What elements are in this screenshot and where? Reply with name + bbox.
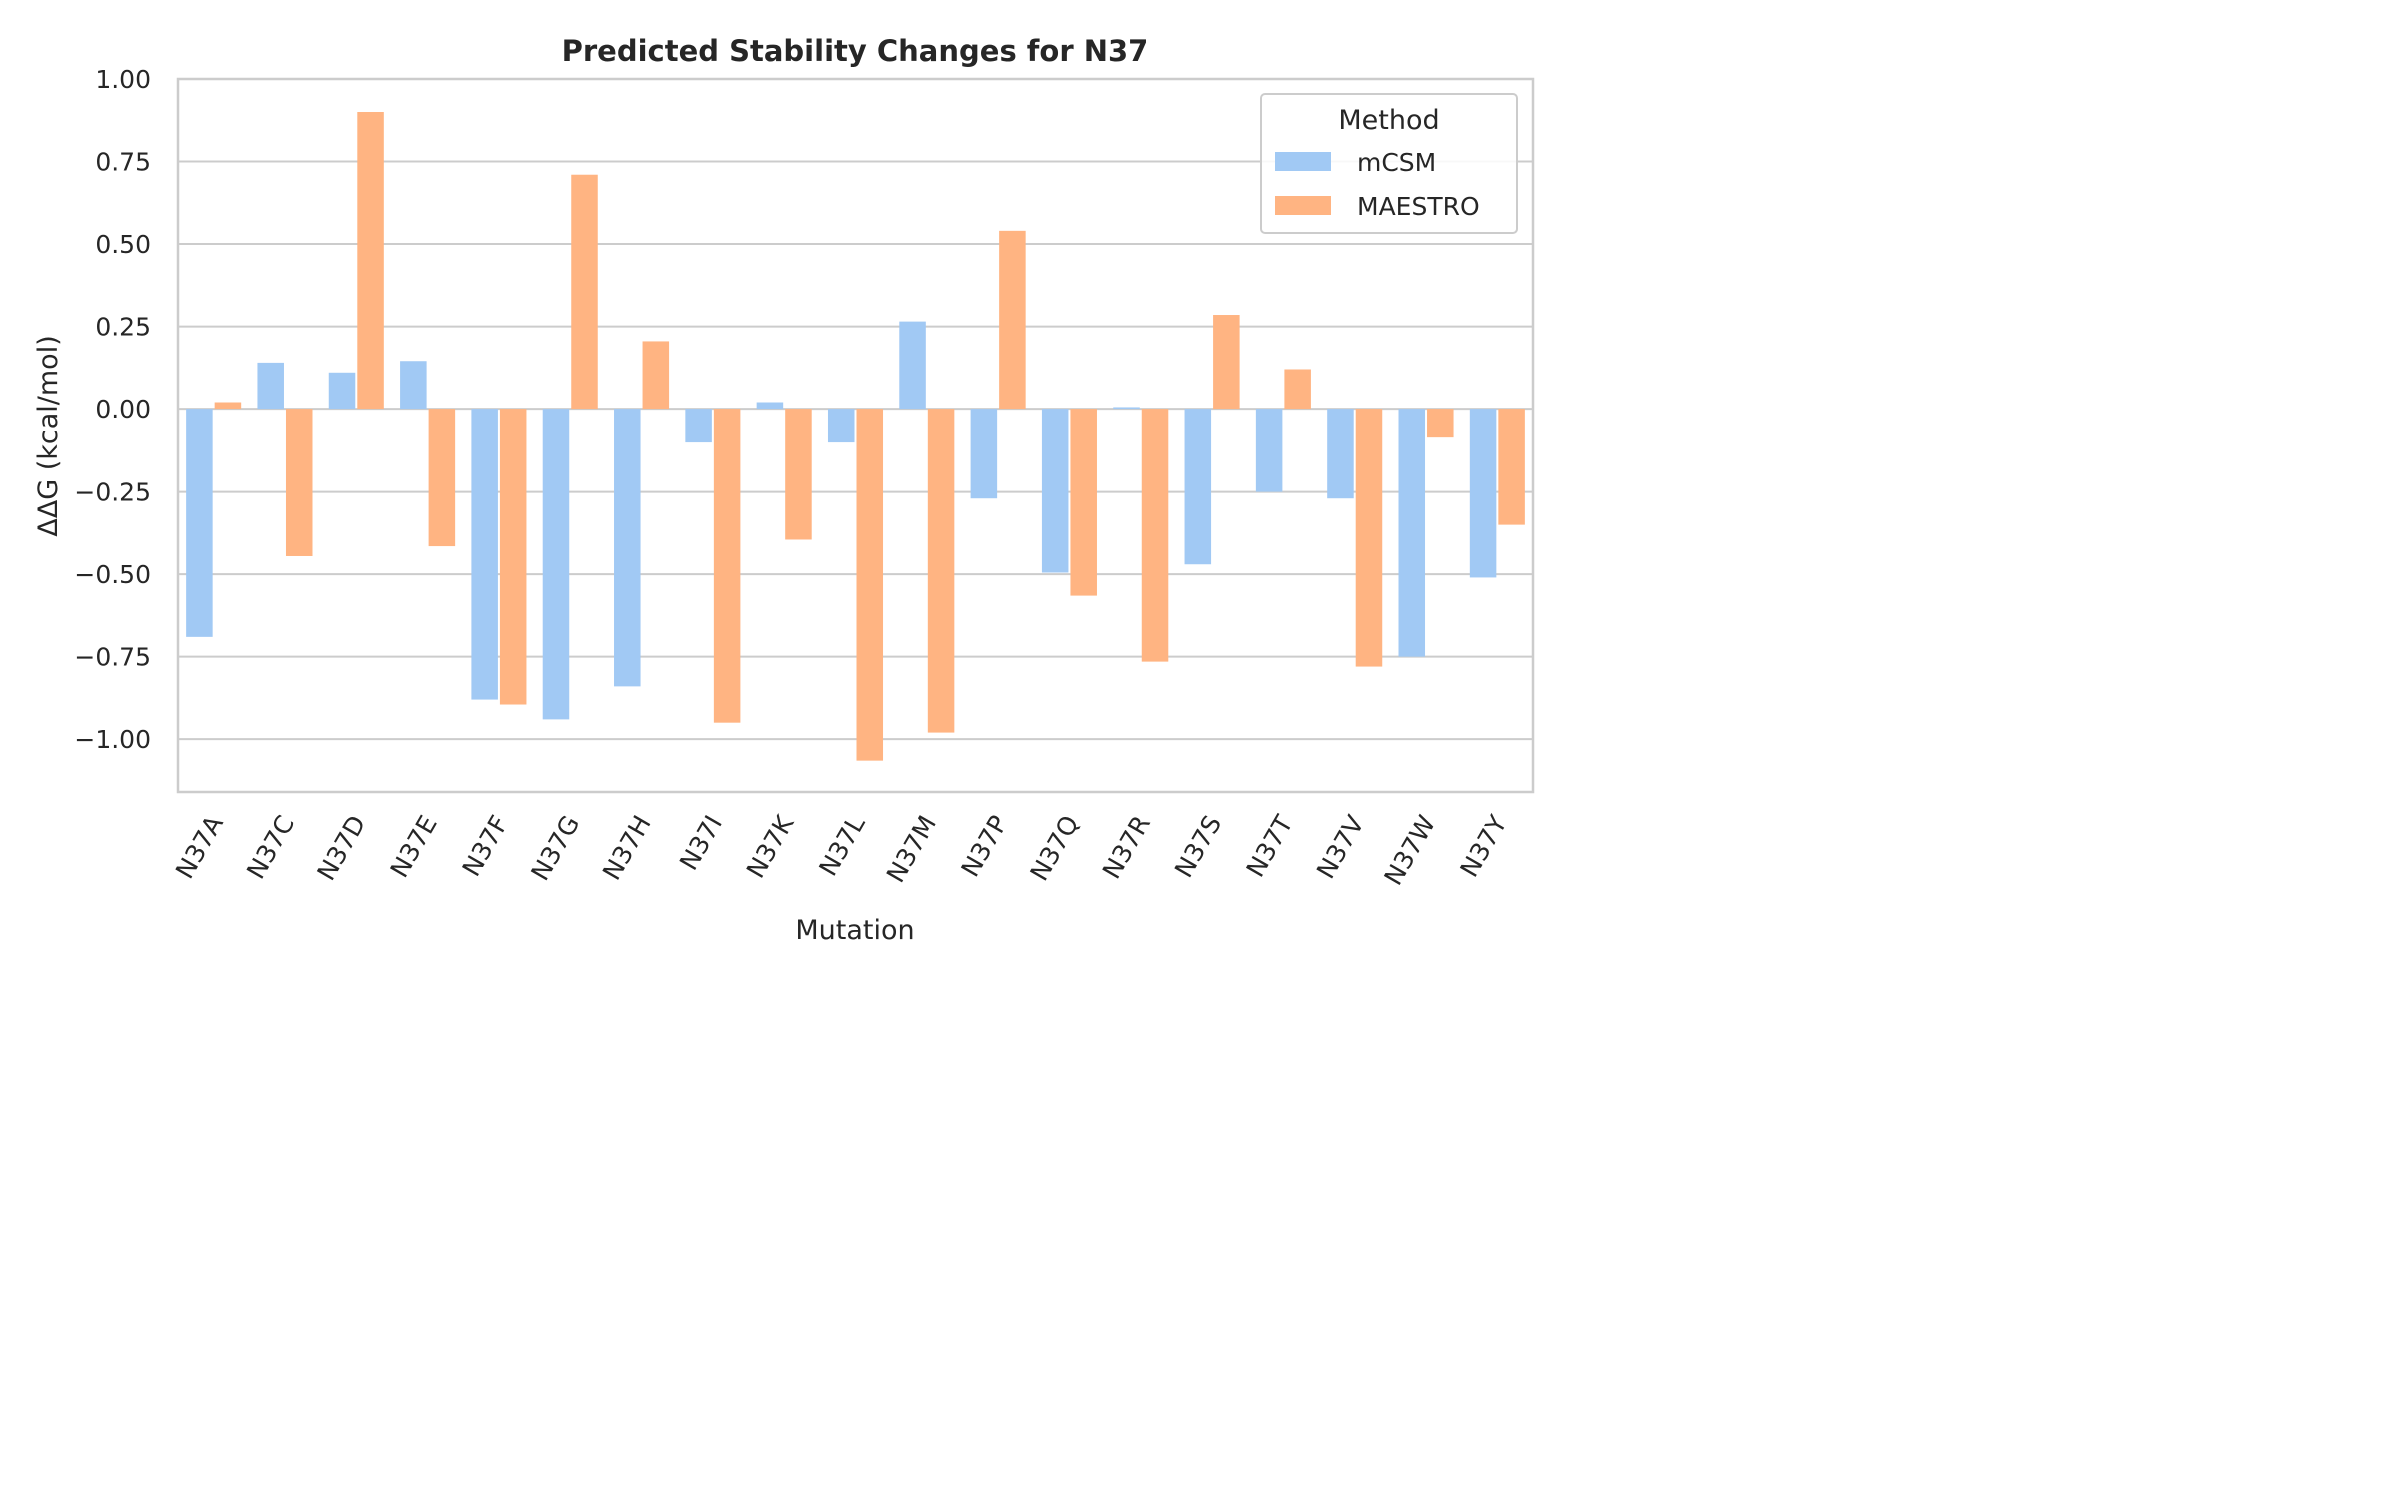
legend-label-maestro: MAESTRO xyxy=(1357,192,1480,221)
y-tick-label: 1.00 xyxy=(95,65,151,94)
bar-mcsm-n37d xyxy=(328,372,356,410)
legend-title: Method xyxy=(1338,105,1439,136)
bar-mcsm-n37w xyxy=(1398,409,1426,657)
bar-mcsm-n37l xyxy=(827,409,855,443)
bar-mcsm-n37m xyxy=(899,321,926,410)
bar-maestro-n37f xyxy=(499,409,527,705)
x-tick-label: N37D xyxy=(311,811,371,886)
chart-title: Predicted Stability Changes for N37 xyxy=(562,34,1149,68)
x-tick-label: N37P xyxy=(955,811,1013,882)
bar-maestro-n37c xyxy=(285,409,313,556)
y-tick-label: 0.00 xyxy=(95,395,151,424)
x-tick-label: N37C xyxy=(241,811,300,884)
bar-maestro-n37m xyxy=(927,409,955,733)
bar-maestro-n37t xyxy=(1284,369,1311,410)
bar-chart: 1.00 0.75 0.50 0.25 0.00 −0.25 −0.50 −0.75 −1.00… xyxy=(33,34,1535,946)
y-tick-label: −0.50 xyxy=(74,560,151,589)
bar-mcsm-n37f xyxy=(471,409,498,700)
x-tick-label: N37Y xyxy=(1455,810,1513,882)
y-tick-label: −1.00 xyxy=(74,725,151,754)
x-tick-label: N37I xyxy=(674,811,728,876)
bar-mcsm-n37t xyxy=(1255,409,1283,492)
x-tick-label: N37L xyxy=(813,810,870,880)
plot-frame xyxy=(176,77,1535,794)
x-tick-label: N37Q xyxy=(1024,811,1084,886)
bar-mcsm-n37y xyxy=(1469,409,1497,578)
x-tick-label: N37S xyxy=(1169,811,1227,883)
bar-maestro-n37l xyxy=(856,409,884,761)
bar-mcsm-n37q xyxy=(1041,409,1069,573)
bar-maestro-n37a xyxy=(214,402,242,410)
x-tick-label: N37W xyxy=(1378,811,1441,891)
x-tick-label: N37V xyxy=(1311,811,1370,884)
bar-mcsm-n37a xyxy=(186,409,213,637)
bar-maestro-n37h xyxy=(642,341,670,410)
bar-maestro-n37w xyxy=(1427,409,1454,438)
bar-maestro-n37q xyxy=(1070,409,1097,596)
x-tick-label: N37F xyxy=(457,811,515,882)
legend-swatch-maestro xyxy=(1275,196,1331,215)
bar-mcsm-n37k xyxy=(756,402,784,410)
legend: Method mCSM MAESTRO xyxy=(1260,93,1518,234)
x-tick-label: N37T xyxy=(1241,810,1299,882)
x-tick-label: N37A xyxy=(170,811,229,884)
bar-maestro-n37k xyxy=(785,409,812,540)
y-tick-labels: 1.00 0.75 0.50 0.25 0.00 −0.25 −0.50 −0.75 −1.00 xyxy=(74,65,151,754)
legend-swatch-mcsm xyxy=(1275,152,1331,171)
bar-maestro-n37y xyxy=(1498,409,1525,525)
x-tick-labels: N37A N37C N37D N37E N37F N37G N37H N37I N37K N37L… xyxy=(170,810,1513,890)
x-tick-label: N37K xyxy=(741,810,800,883)
bar-maestro-n37v xyxy=(1355,409,1383,667)
bar-maestro-n37d xyxy=(357,112,384,410)
bar-mcsm-n37p xyxy=(970,409,998,499)
bar-mcsm-n37c xyxy=(257,362,284,410)
x-tick-label: N37H xyxy=(597,811,657,886)
bar-mcsm-n37i xyxy=(685,409,712,443)
bar-mcsm-n37e xyxy=(400,361,427,410)
bar-maestro-n37p xyxy=(999,230,1026,410)
bar-maestro-n37g xyxy=(571,174,598,410)
bar-maestro-n37s xyxy=(1213,315,1240,410)
bar-mcsm-n37r xyxy=(1113,407,1140,410)
bar-maestro-n37e xyxy=(428,409,456,547)
y-tick-label: 0.50 xyxy=(95,230,151,259)
bar-maestro-n37r xyxy=(1141,409,1169,662)
x-tick-label: N37R xyxy=(1097,811,1156,884)
y-tick-label: −0.25 xyxy=(74,478,151,507)
y-tick-label: 0.75 xyxy=(95,148,151,177)
x-tick-label: N37M xyxy=(881,811,942,888)
chart: 1.00 0.75 0.50 0.25 0.00 −0.25 −0.50 −0.75 −1.00… xyxy=(0,0,1564,978)
bar-mcsm-n37s xyxy=(1184,409,1212,565)
y-tick-label: −0.75 xyxy=(74,643,151,672)
bar-mcsm-n37h xyxy=(614,409,641,687)
bars xyxy=(186,112,1525,761)
y-axis-label: ΔΔG (kcal/mol) xyxy=(33,335,64,536)
bar-maestro-n37i xyxy=(713,409,741,723)
x-tick-label: N37E xyxy=(385,811,443,883)
bar-mcsm-n37g xyxy=(542,409,570,720)
x-axis-label: Mutation xyxy=(795,915,914,946)
bar-mcsm-n37v xyxy=(1327,409,1354,499)
y-tick-label: 0.25 xyxy=(95,313,151,342)
x-tick-label: N37G xyxy=(525,811,585,886)
legend-label-mcsm: mCSM xyxy=(1357,148,1436,177)
